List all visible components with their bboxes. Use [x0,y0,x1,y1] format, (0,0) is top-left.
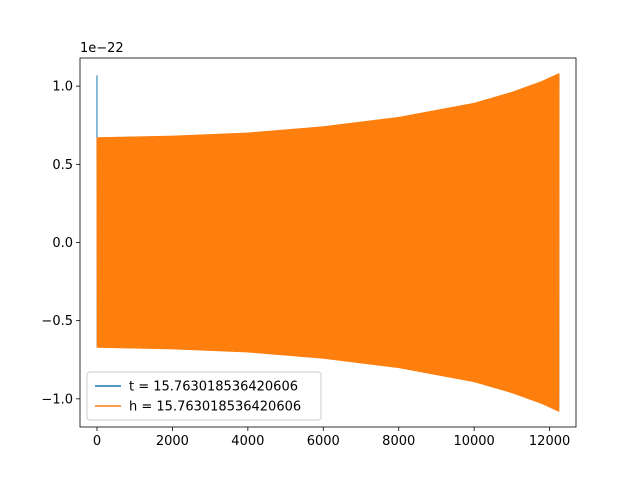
y-axis-offset-text: 1e−22 [80,41,124,56]
x-axis: 0 2000 4000 6000 8000 10000 12000 [93,427,570,449]
x-tick-label: 8000 [382,434,415,449]
x-tick-label: 10000 [453,434,494,449]
x-tick-label: 2000 [156,434,189,449]
plot-area [96,73,560,412]
series-group [96,73,560,412]
x-tick-label: 6000 [307,434,340,449]
y-tick-label: 0.0 [52,236,73,251]
y-tick-label: 1.0 [52,80,73,95]
legend-box [86,371,322,421]
y-tick-label: −0.5 [41,314,73,329]
legend-label: t = 15.763018536420606 [129,380,298,395]
x-tick-label: 0 [93,434,101,449]
legend: t = 15.763018536420606 h = 15.76301853642… [86,371,322,421]
legend-label: h = 15.763018536420606 [129,400,301,415]
y-tick-label: 0.5 [52,158,73,173]
x-tick-label: 12000 [529,434,570,449]
y-tick-label: −1.0 [41,392,73,407]
y-axis: 1.0 0.5 0.0 −0.5 −1.0 [41,80,80,407]
series-line-h [96,73,560,412]
x-tick-label: 4000 [231,434,264,449]
